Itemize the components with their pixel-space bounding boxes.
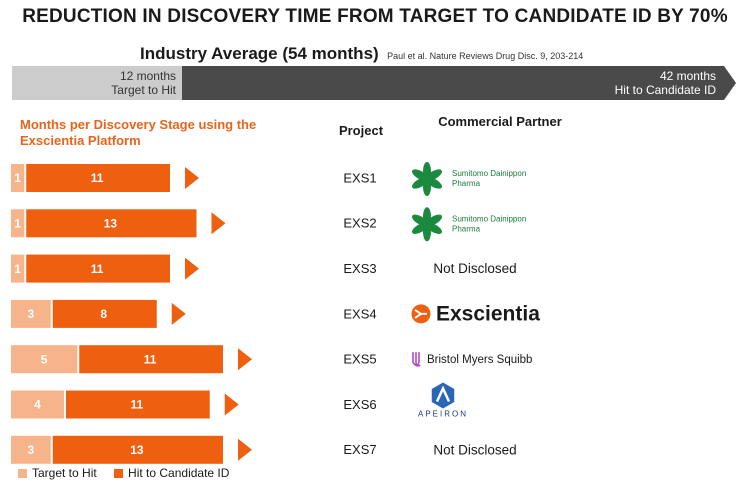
bar-label-target-exs5: 5 — [41, 352, 48, 366]
bar-label-candidate-exs4: 8 — [100, 307, 107, 321]
bar-candidate-exs7 — [52, 435, 223, 464]
industry-average-row: Industry Average (54 months) Paul et al.… — [140, 44, 583, 64]
legend-item-candidate: Hit to Candidate ID — [114, 466, 229, 480]
bms-logo-icon — [412, 352, 421, 367]
apeiron-mark-icon — [435, 385, 451, 403]
partner-text-exs7: Not Disclosed — [433, 442, 516, 457]
timeline-target-value: 12 months — [119, 69, 176, 83]
industry-average-label: Industry Average (54 months) — [140, 44, 379, 63]
project-label-exs4: EXS4 — [343, 306, 376, 321]
bar-target-exs1 — [11, 164, 25, 192]
partner-name-exs2: Sumitomo Dainippon — [452, 214, 526, 223]
partner-text-exs3: Not Disclosed — [433, 261, 516, 276]
bar-label-candidate-exs1: 11 — [91, 171, 104, 185]
industry-timeline: 12 months Target to Hit 42 months Hit to… — [12, 66, 736, 100]
bar-target-exs3 — [11, 254, 25, 283]
industry-timeline-bar — [12, 66, 736, 100]
partner-name-exs5: Bristol Myers Squibb — [427, 354, 532, 366]
bar-label-target-exs2: 1 — [14, 216, 21, 230]
sumitomo-logo-icon — [412, 162, 442, 196]
column-header-project: Project — [338, 123, 384, 138]
timeline-candidate-value: 42 months — [659, 69, 716, 83]
apeiron-logo-icon — [431, 382, 455, 409]
bar-target-exs2 — [11, 209, 25, 238]
timeline-candidate-segment — [182, 66, 736, 100]
timeline-target-text: 12 months Target to Hit — [12, 69, 176, 97]
bar-label-target-exs3: 1 — [14, 262, 21, 276]
partner-name-exs6: APEIRON — [418, 410, 468, 419]
bar-candidate-exs6 — [66, 390, 210, 419]
arrow-exs6 — [224, 393, 239, 416]
arrow-exs2 — [211, 212, 226, 235]
timeline-target-label: Target to Hit — [111, 83, 176, 97]
bar-target-exs6 — [11, 390, 64, 419]
bar-label-candidate-exs5: 11 — [144, 352, 157, 366]
bar-candidate-exs1 — [26, 164, 170, 192]
bar-label-target-exs7: 3 — [28, 443, 35, 457]
project-label-exs6: EXS6 — [343, 397, 376, 412]
bar-label-target-exs6: 4 — [34, 398, 41, 412]
project-label-exs2: EXS2 — [343, 216, 376, 231]
legend-swatch-candidate — [114, 468, 124, 478]
page-title: REDUCTION IN DISCOVERY TIME FROM TARGET … — [22, 6, 728, 27]
legend: Target to Hit Hit to Candidate ID — [18, 466, 243, 481]
legend-label-target: Target to Hit — [32, 466, 97, 480]
arrow-exs1 — [185, 167, 199, 189]
partner-name-line2-exs2: Pharma — [452, 224, 481, 233]
arrow-exs3 — [185, 257, 199, 280]
timeline-candidate-text: 42 months Hit to Candidate ID — [442, 69, 716, 97]
project-label-exs3: EXS3 — [343, 261, 376, 276]
arrow-exs4 — [171, 302, 186, 325]
bar-target-exs7 — [11, 435, 51, 464]
bar-candidate-exs3 — [26, 254, 170, 283]
bar-label-candidate-exs2: 13 — [104, 216, 118, 230]
arrow-exs7 — [238, 438, 252, 461]
sumitomo-logo-icon — [412, 207, 442, 242]
column-header-partner: Commercial Partner — [438, 114, 562, 129]
timeline-target-segment — [12, 66, 182, 100]
bar-label-candidate-exs3: 11 — [91, 262, 104, 276]
arrow-exs5 — [238, 348, 252, 371]
bar-candidate-exs4 — [52, 299, 157, 328]
bar-candidate-exs2 — [26, 209, 197, 238]
legend-item-target: Target to Hit — [18, 466, 97, 480]
bar-label-candidate-exs6: 11 — [131, 398, 144, 412]
chart-subtitle: Months per Discovery Stage using the Exs… — [20, 117, 257, 148]
project-label-exs5: EXS5 — [343, 352, 376, 367]
bar-candidate-exs5 — [79, 345, 223, 374]
bar-target-exs4 — [11, 299, 51, 328]
bar-target-exs5 — [11, 345, 78, 374]
partner-name-exs4: Exscientia — [436, 302, 540, 325]
legend-label-candidate: Hit to Candidate ID — [128, 466, 230, 480]
bar-label-target-exs4: 3 — [28, 307, 35, 321]
partner-name-line2-exs1: Pharma — [452, 179, 481, 188]
project-label-exs7: EXS7 — [343, 442, 376, 457]
partner-name-exs1: Sumitomo Dainippon — [452, 169, 526, 178]
citation: Paul et al. Nature Reviews Drug Disc. 9,… — [387, 51, 584, 61]
bar-label-candidate-exs7: 13 — [130, 443, 144, 457]
project-label-exs1: EXS1 — [343, 170, 376, 185]
timeline-candidate-label: Hit to Candidate ID — [614, 83, 716, 97]
legend-swatch-target — [18, 468, 27, 478]
exscientia-mark-icon — [414, 309, 427, 319]
bar-label-target-exs1: 1 — [14, 171, 21, 185]
